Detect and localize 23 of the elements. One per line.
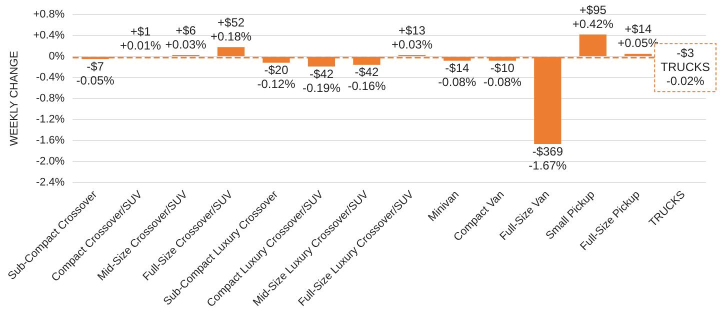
y-tick-label: -0.4%: [36, 72, 65, 84]
y-tick-label: +0.8%: [33, 8, 65, 21]
y-tick-label: -1.6%: [36, 134, 65, 146]
data-label: -$20 -0.12%: [257, 63, 296, 92]
data-label: -$369 -1.67%: [528, 144, 568, 172]
data-label: -$14 -0.08%: [438, 61, 477, 90]
y-tick-label: -2.0%: [36, 155, 65, 168]
data-label: +$6 +0.03%: [165, 23, 207, 52]
y-tick-label: -1.2%: [36, 113, 65, 126]
data-label: +$52 +0.18%: [210, 15, 252, 44]
y-tick-label: -2.4%: [36, 176, 65, 188]
y-axis-title: WEEKLY CHANGE: [8, 50, 21, 146]
data-label: -$10 -0.08%: [483, 61, 522, 90]
data-label: +$1 +0.01%: [120, 24, 162, 52]
data-label: +$95 +0.42%: [572, 2, 614, 31]
ref-line-label: -$3 TRUCKS -0.02%: [660, 46, 710, 88]
y-tick-label: 0%: [48, 50, 65, 63]
data-label: -$7 -0.05%: [76, 59, 115, 88]
y-tick-label: -0.8%: [36, 92, 65, 104]
data-label: -$42 -0.16%: [348, 65, 386, 94]
data-label: +$13 +0.03%: [391, 23, 433, 52]
data-label: -$42 -0.19%: [302, 66, 341, 95]
y-tick-label: +0.4%: [33, 30, 65, 42]
